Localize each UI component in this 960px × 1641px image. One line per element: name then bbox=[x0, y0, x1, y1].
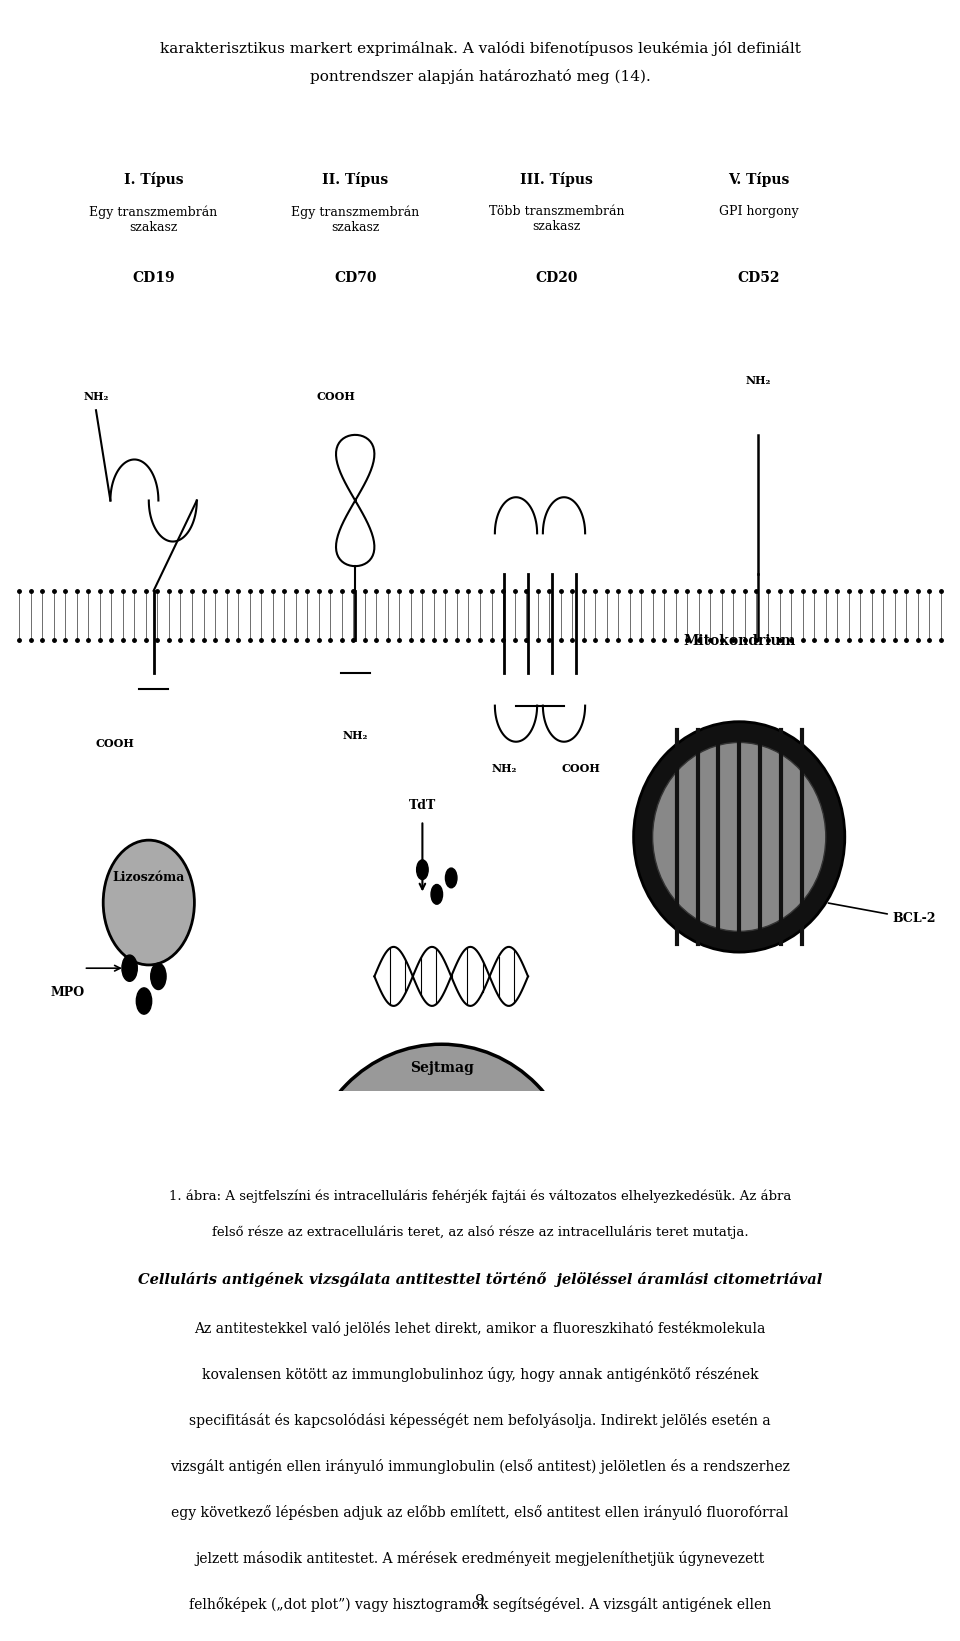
Text: COOH: COOH bbox=[562, 763, 600, 775]
Circle shape bbox=[151, 963, 166, 990]
Text: NH₂: NH₂ bbox=[84, 391, 108, 402]
Circle shape bbox=[136, 988, 152, 1014]
Text: I. Típus: I. Típus bbox=[124, 172, 183, 187]
Text: NH₂: NH₂ bbox=[492, 763, 516, 775]
Text: egy következő lépésben adjuk az előbb említett, első antitest ellen irányuló flu: egy következő lépésben adjuk az előbb em… bbox=[171, 1505, 789, 1520]
Text: Több transzmembrán
szakasz: Több transzmembrán szakasz bbox=[489, 205, 625, 233]
Text: vizsgált antigén ellen irányuló immunglobulin (első antitest) jelöletlen és a re: vizsgált antigén ellen irányuló immunglo… bbox=[170, 1459, 790, 1474]
Text: BCL-2: BCL-2 bbox=[828, 903, 936, 926]
Text: V. Típus: V. Típus bbox=[728, 172, 789, 187]
Text: COOH: COOH bbox=[96, 738, 134, 750]
Ellipse shape bbox=[104, 840, 194, 965]
Text: felső része az extracelluláris teret, az alsó része az intracelluláris teret mut: felső része az extracelluláris teret, az… bbox=[212, 1226, 748, 1239]
Text: jelzett második antitestet. A mérések eredményeit megjeleníthetjük úgynevezett: jelzett második antitestet. A mérések er… bbox=[196, 1551, 764, 1566]
Text: COOH: COOH bbox=[317, 391, 355, 402]
Ellipse shape bbox=[307, 1044, 576, 1319]
Circle shape bbox=[431, 884, 443, 904]
Text: CD70: CD70 bbox=[334, 271, 376, 286]
Text: II. Típus: II. Típus bbox=[322, 172, 389, 187]
Text: Mitokondrium: Mitokondrium bbox=[683, 633, 796, 648]
Circle shape bbox=[122, 955, 137, 981]
Text: 1. ábra: A sejtfelszíni és intracelluláris fehérjék fajtái és változatos elhelye: 1. ábra: A sejtfelszíni és intracellulár… bbox=[169, 1190, 791, 1203]
Text: Lizoszóma: Lizoszóma bbox=[112, 871, 185, 884]
Circle shape bbox=[445, 868, 457, 888]
Text: karakterisztikus markert exprimálnak. A valódi bifenotípusos leukémia jól defini: karakterisztikus markert exprimálnak. A … bbox=[159, 41, 801, 56]
Text: Sejtmag: Sejtmag bbox=[410, 1060, 473, 1075]
Text: specifitását és kapcsolódási képességét nem befolyásolja. Indirekt jelölés eseté: specifitását és kapcsolódási képességét … bbox=[189, 1413, 771, 1428]
Ellipse shape bbox=[634, 722, 845, 952]
Text: Az antitestekkel való jelölés lehet direkt, amikor a fluoreszkiható festékmoleku: Az antitestekkel való jelölés lehet dire… bbox=[194, 1321, 766, 1336]
Text: felhőképek („dot plot”) vagy hisztogramok segítségével. A vizsgált antigének ell: felhőképek („dot plot”) vagy hisztogramo… bbox=[189, 1597, 771, 1611]
Text: Egy transzmembrán
szakasz: Egy transzmembrán szakasz bbox=[291, 205, 420, 233]
Text: kovalensen kötött az immunglobulinhoz úgy, hogy annak antigénkötő részének: kovalensen kötött az immunglobulinhoz úg… bbox=[202, 1367, 758, 1382]
Text: CD52: CD52 bbox=[737, 271, 780, 286]
Text: Egy transzmembrán
szakasz: Egy transzmembrán szakasz bbox=[89, 205, 218, 233]
Text: GPI horgony: GPI horgony bbox=[718, 205, 799, 218]
Text: III. Típus: III. Típus bbox=[520, 172, 593, 187]
Circle shape bbox=[417, 860, 428, 880]
Text: 9: 9 bbox=[475, 1593, 485, 1608]
Text: NH₂: NH₂ bbox=[343, 730, 368, 742]
Text: NH₂: NH₂ bbox=[746, 374, 771, 386]
Ellipse shape bbox=[653, 742, 826, 932]
Text: Celluláris antigének vizsgálata antitesttel történő  jelöléssel áramlási citomet: Celluláris antigének vizsgálata antitest… bbox=[138, 1272, 822, 1287]
Text: TdT: TdT bbox=[409, 799, 436, 812]
Text: pontrendszer alapján határozható meg (14).: pontrendszer alapján határozható meg (14… bbox=[310, 69, 650, 84]
Text: CD20: CD20 bbox=[536, 271, 578, 286]
Text: MPO: MPO bbox=[50, 986, 84, 999]
Text: CD19: CD19 bbox=[132, 271, 175, 286]
